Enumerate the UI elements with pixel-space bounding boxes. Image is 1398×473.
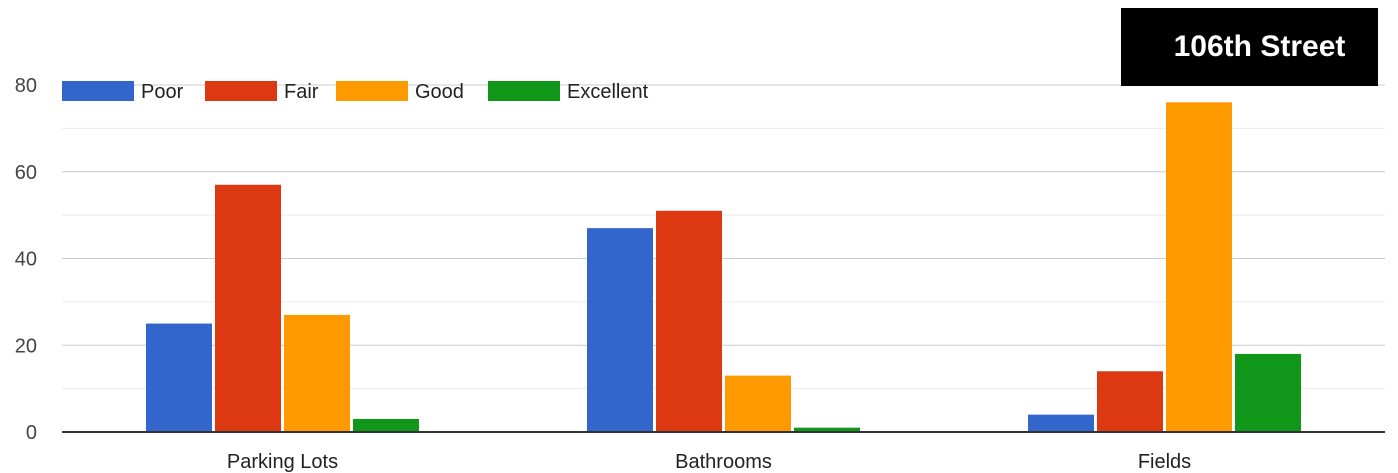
bar-poor-fields[interactable]	[1028, 414, 1094, 432]
bar-excellent-bathrooms[interactable]	[794, 427, 860, 432]
legend-swatch-excellent[interactable]	[488, 81, 560, 101]
legend: Poor Fair Good Excellent	[62, 81, 649, 103]
legend-label-good[interactable]: Good	[415, 81, 464, 103]
y-tick-label: 0	[26, 422, 37, 444]
bar-good-bathrooms[interactable]	[725, 375, 791, 432]
bar-poor-bathrooms[interactable]	[587, 228, 653, 432]
y-axis: 0 20 40 60 80	[15, 75, 37, 444]
bar-poor-parking-lots[interactable]	[146, 323, 212, 432]
legend-label-fair[interactable]: Fair	[284, 81, 319, 103]
x-axis: Parking Lots Bathrooms Fields	[62, 431, 1385, 473]
bars	[146, 102, 1301, 432]
bar-excellent-fields[interactable]	[1235, 353, 1301, 432]
chart-title: 106th Street	[1121, 8, 1378, 86]
bar-good-fields[interactable]	[1166, 102, 1232, 432]
x-tick-label: Fields	[1138, 451, 1191, 473]
x-tick-label: Parking Lots	[227, 451, 338, 473]
legend-swatch-fair[interactable]	[205, 81, 277, 101]
bar-fair-fields[interactable]	[1097, 371, 1163, 432]
y-tick-label: 60	[15, 162, 37, 184]
legend-label-excellent[interactable]: Excellent	[567, 81, 649, 103]
y-tick-label: 80	[15, 75, 37, 97]
bar-fair-parking-lots[interactable]	[215, 184, 281, 432]
bar-excellent-parking-lots[interactable]	[353, 418, 419, 432]
bar-good-parking-lots[interactable]	[284, 314, 350, 432]
y-tick-label: 40	[15, 249, 37, 271]
legend-label-poor[interactable]: Poor	[141, 81, 184, 103]
legend-swatch-poor[interactable]	[62, 81, 134, 101]
legend-swatch-good[interactable]	[336, 81, 408, 101]
grid-lines	[62, 84, 1385, 390]
bar-fair-bathrooms[interactable]	[656, 210, 722, 432]
x-tick-label: Bathrooms	[675, 451, 772, 473]
y-tick-label: 20	[15, 335, 37, 357]
